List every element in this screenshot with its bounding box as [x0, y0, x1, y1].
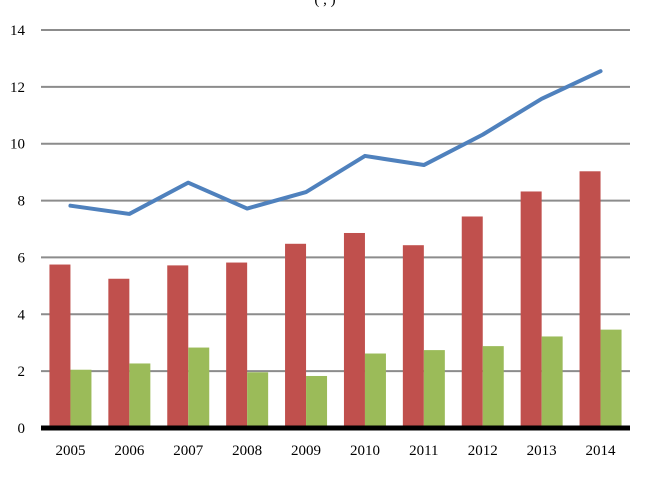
x-tick-label: 2013 — [527, 443, 557, 459]
bar-series-1 — [285, 243, 307, 428]
bar-series-2 — [188, 347, 210, 428]
bar-series-2 — [482, 346, 504, 428]
line-series — [68, 69, 603, 216]
bar-series-1 — [520, 191, 542, 428]
x-tick-label: 2010 — [350, 443, 380, 459]
y-tick-label: 12 — [10, 80, 25, 96]
y-tick-label: 10 — [10, 137, 25, 153]
x-tick-label: 2006 — [114, 443, 145, 459]
bar-series-1 — [402, 245, 424, 428]
bar-series-2 — [70, 369, 92, 428]
bar-series-2 — [423, 350, 445, 428]
y-tick-label: 14 — [10, 23, 26, 39]
x-tick-label: 2005 — [55, 443, 85, 459]
x-axis-ticks: 2005 2006 2007 2008 2009 2010 2011 2012 2013 2014 — [55, 443, 616, 459]
x-tick-label: 2014 — [586, 443, 617, 459]
bar-series-1 — [226, 262, 248, 428]
x-tick-label: 2009 — [291, 443, 321, 459]
bars — [49, 171, 622, 429]
y-tick-label: 0 — [18, 421, 26, 437]
chart-title-fragment: ( , ) — [314, 0, 335, 8]
bar-series-1 — [343, 232, 365, 428]
x-tick-label: 2007 — [173, 443, 204, 459]
y-tick-label: 2 — [18, 364, 26, 380]
bar-series-2 — [600, 329, 622, 428]
line-series-path — [68, 69, 603, 216]
bar-series-1 — [579, 171, 601, 429]
y-tick-label: 4 — [18, 307, 26, 323]
x-tick-label: 2008 — [232, 443, 262, 459]
bar-series-1 — [108, 278, 130, 428]
bar-series-1 — [167, 265, 189, 428]
bar-series-2 — [306, 375, 328, 428]
bar-series-1 — [49, 264, 71, 428]
bar-series-2 — [364, 353, 386, 428]
bar-series-1 — [461, 216, 483, 428]
x-tick-label: 2011 — [409, 443, 438, 459]
y-tick-label: 6 — [18, 250, 26, 266]
bar-series-2 — [541, 336, 563, 428]
y-tick-label: 8 — [18, 194, 26, 210]
bar-series-2 — [129, 363, 151, 428]
x-tick-label: 2012 — [468, 443, 498, 459]
y-axis-ticks: 0 2 4 6 8 10 12 14 — [10, 23, 26, 437]
grid — [41, 29, 630, 373]
bar-series-2 — [247, 372, 269, 428]
